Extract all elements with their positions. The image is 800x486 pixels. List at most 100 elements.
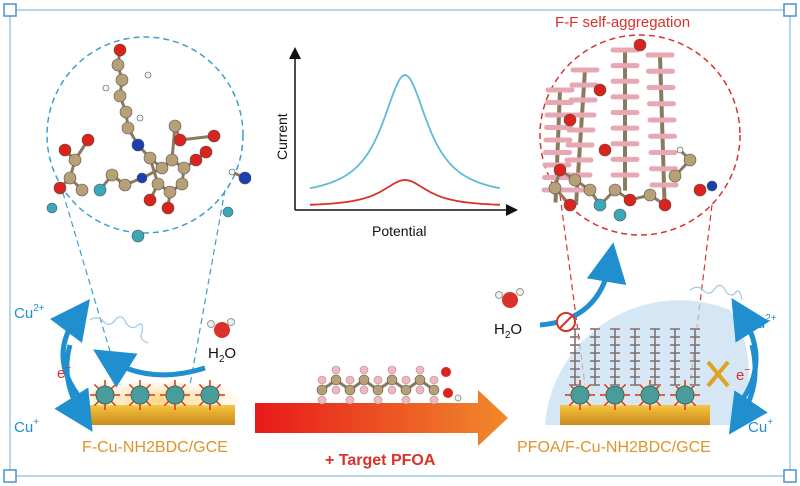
target-arrow-label: + Target PFOA [325,452,436,469]
spike [603,400,610,407]
atom [668,169,682,183]
atom [168,119,182,133]
atom [131,229,145,243]
right-electrode-label: PFOA/F-Cu-NH2BDC/GCE [517,439,711,456]
right-curved-arrow-down [728,344,768,435]
bond [658,54,663,72]
left-curved-arrow-down [54,344,93,432]
hydrogen-atom [454,394,462,402]
series-line-red [309,179,501,206]
atom [175,177,189,191]
left-fiber-sketch [89,316,149,344]
left-electrode: F-Cu-NH2BDC/GCE [80,380,240,456]
left-curved-arrow [50,298,90,397]
spike [655,400,662,407]
blocked-icon [556,312,576,332]
spike [180,383,187,390]
right-mof-particles [565,380,700,410]
fluorine-atom [317,395,327,405]
atom [553,163,567,177]
atom [75,183,89,197]
right-water: H2O [494,288,524,341]
mof-particle [130,385,150,405]
atom [143,151,157,165]
atom [189,153,203,167]
right-cu-top: Cu2+ [746,313,777,332]
oxygen-atom [443,388,453,398]
spike [603,383,610,390]
spike [215,400,222,407]
atom [63,171,77,185]
right-electron: e− [736,365,750,384]
spike [128,400,135,407]
fluorine-atom [345,395,355,405]
carbon-atom [344,384,356,396]
x-axis-label: Potential [372,223,426,239]
atom [593,198,607,212]
frame-corner [3,469,17,483]
spike [145,400,152,407]
right-redox: Cu2+ Cu+ e− H2O [494,242,777,436]
atom [113,43,127,57]
left-molecule [46,43,252,243]
spike [638,400,645,407]
carbon-atom [414,374,426,386]
spike [620,400,627,407]
atom [105,168,119,182]
mof-particle [165,385,185,405]
spike [690,400,697,407]
left-redox: Cu2+ Cu+ e− H2O [14,298,236,436]
fluorine-atom [415,385,425,395]
svg-text:Cu+: Cu+ [748,417,773,436]
bond [661,152,666,169]
atom [163,185,177,199]
atom [143,193,157,207]
spike [198,400,205,407]
spike [163,383,170,390]
atom [113,89,127,103]
bond [660,119,665,137]
svg-text:H2O: H2O [494,321,522,341]
atom [563,113,577,127]
frame-border [9,9,791,477]
atom [165,153,179,167]
atom [136,172,148,184]
pfoa-molecule [316,365,462,405]
fluorine-atom [373,375,383,385]
svg-text:Cu2+: Cu2+ [14,303,45,322]
atom [228,168,236,176]
bond [659,87,664,104]
atom [119,105,133,119]
atom [102,84,110,92]
fluorine-atom [359,365,369,375]
atom [207,129,221,143]
right-fiber-sketch [689,284,743,301]
oxygen-atom [441,367,451,377]
spike [215,383,222,390]
right-molecule [541,38,718,222]
left-water-arrow [93,349,206,388]
atom [93,183,107,197]
mof-particle [95,385,115,405]
atom [111,58,125,72]
fluorine-atom [345,375,355,385]
left-electron: e− [57,363,71,382]
bond [659,103,664,121]
bond [660,136,665,153]
left-cu-top: Cu2+ [14,303,45,322]
frame-corner [783,469,797,483]
carbon-atom [372,384,384,396]
spike [673,400,680,407]
atom [118,178,132,192]
electron-block-x-icon [706,360,730,388]
mof-particle [200,385,220,405]
atom [568,173,582,187]
left-cu-bottom: Cu+ [14,417,39,436]
atom [131,138,145,152]
spike [110,400,117,407]
right-water-arrow [539,242,627,328]
carbon-atom [316,384,328,396]
atom [46,202,58,214]
atom [238,171,252,185]
spike [163,400,170,407]
